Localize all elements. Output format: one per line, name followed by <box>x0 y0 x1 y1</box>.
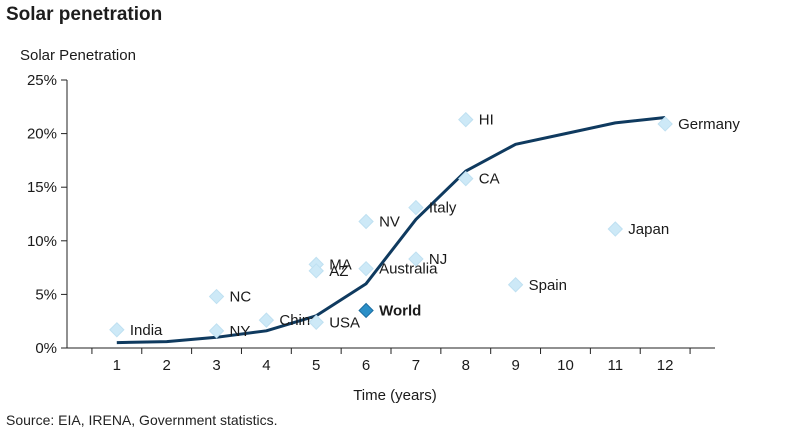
source-note: Source: EIA, IRENA, Government statistic… <box>6 412 278 428</box>
point-label-germany: Germany <box>678 116 740 133</box>
trend-line-layer <box>116 116 666 345</box>
point-label-usa: USA <box>329 314 360 331</box>
x-tick-label: 10 <box>557 357 574 374</box>
point-label-nv: NV <box>379 214 400 231</box>
point-label-nc: NC <box>230 289 252 306</box>
point-australia <box>358 260 374 277</box>
y-tick-label: 25% <box>27 72 57 89</box>
point-label-italy: Italy <box>429 200 457 217</box>
point-label-ny: NY <box>230 323 251 340</box>
x-tick-label: 11 <box>608 357 624 374</box>
chart-title: Solar penetration <box>6 4 163 25</box>
x-tick-label: 7 <box>412 357 420 374</box>
point-japan <box>607 221 624 237</box>
point-label-ca: CA <box>479 171 500 188</box>
point-spain <box>507 277 524 293</box>
point-label-hi: HI <box>479 112 494 129</box>
x-tick-label: 8 <box>462 357 470 374</box>
point-label-world: World <box>379 302 421 319</box>
x-axis-label: Time (years) <box>353 387 437 404</box>
point-nv <box>358 213 374 230</box>
y-tick-label: 0% <box>35 340 57 357</box>
point-italy <box>408 199 424 216</box>
point-label-nj: NJ <box>429 251 447 268</box>
point-az <box>308 263 324 279</box>
point-nc <box>208 288 225 305</box>
x-tick-label: 3 <box>212 357 220 374</box>
point-ny <box>208 323 225 339</box>
point-india <box>109 322 125 338</box>
x-tick-label: 5 <box>312 357 320 374</box>
point-label-spain: Spain <box>529 277 567 294</box>
point-usa <box>308 314 324 330</box>
point-china <box>258 312 275 328</box>
point-hi <box>458 111 474 128</box>
y-axis-label: Solar Penetration <box>20 47 136 64</box>
point-world <box>358 302 374 319</box>
y-tick-label: 15% <box>27 179 57 196</box>
x-tick-label: 4 <box>262 357 270 374</box>
y-tick-label: 10% <box>27 233 57 250</box>
y-tick-label: 5% <box>35 286 57 303</box>
point-nj <box>408 251 424 267</box>
point-label-ma: MA <box>329 256 352 273</box>
x-tick-label: 6 <box>362 357 370 374</box>
x-tick-label: 2 <box>163 357 171 374</box>
point-label-china: China <box>279 312 319 329</box>
x-tick-label: 1 <box>113 357 121 374</box>
point-label-japan: Japan <box>628 221 669 238</box>
point-label-india: India <box>130 322 163 339</box>
point-germany <box>657 116 673 132</box>
point-ca <box>458 170 474 187</box>
x-tick-label: 12 <box>657 357 674 374</box>
y-tick-label: 20% <box>27 126 57 143</box>
x-tick-label: 9 <box>511 357 519 374</box>
point-label-australia: Australia <box>379 261 438 278</box>
point-label-az: AZ <box>329 263 348 280</box>
trend-line <box>116 116 666 345</box>
